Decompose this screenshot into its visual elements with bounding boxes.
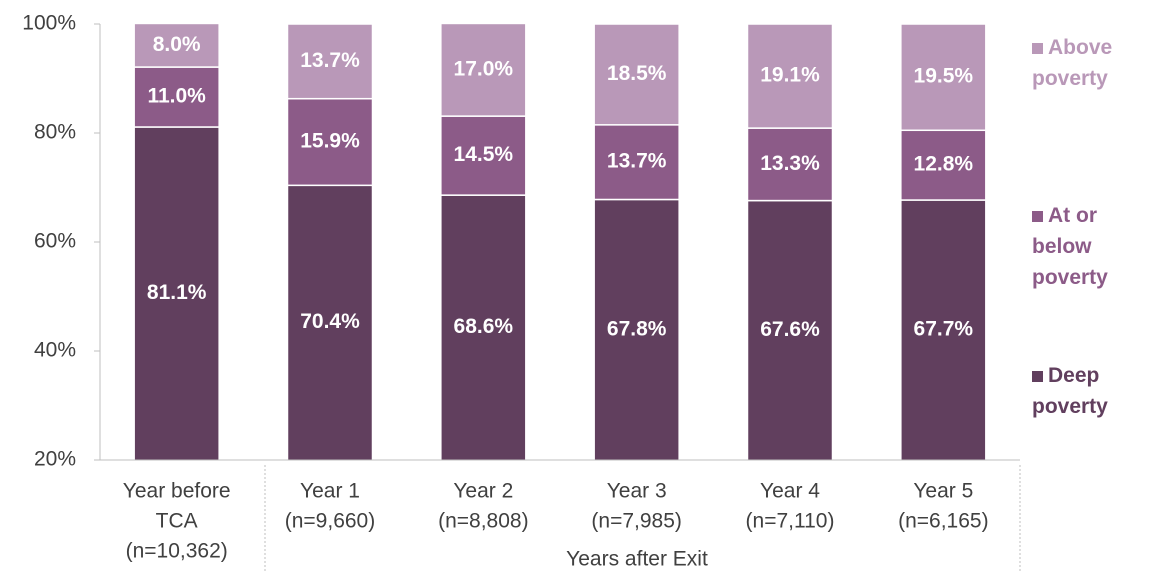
bar-segment	[133, 24, 220, 68]
data-label: 67.6%	[760, 318, 820, 341]
x-tick-label: TCA	[156, 510, 198, 533]
bar-segment	[593, 198, 680, 460]
bar-segment	[746, 127, 834, 202]
x-tick-label: (n=10,362)	[126, 540, 228, 563]
data-label: 67.8%	[607, 317, 667, 340]
data-label: 14.5%	[454, 143, 514, 166]
bar-segment	[900, 199, 987, 460]
x-tick-label: (n=8,808)	[438, 510, 528, 533]
data-label: 13.7%	[300, 49, 360, 72]
legend-item: At or below poverty	[1032, 200, 1142, 293]
group-label: Years after Exit	[566, 548, 708, 571]
data-label: 81.1%	[147, 281, 207, 304]
data-label: 19.5%	[914, 65, 974, 88]
x-tick-label: (n=7,985)	[591, 510, 681, 533]
legend-swatch	[1032, 43, 1043, 54]
bar-segment	[133, 66, 220, 128]
data-label: 19.1%	[760, 64, 820, 87]
data-label: 15.9%	[300, 130, 360, 153]
bar-segment	[286, 184, 374, 460]
bar-segment	[440, 24, 527, 117]
x-tick-label: Year before	[123, 480, 231, 503]
legend-item: Above poverty	[1032, 32, 1142, 94]
legend-label: At or below poverty	[1032, 204, 1108, 289]
bar-segment	[133, 126, 220, 460]
bar-segment	[593, 24, 680, 126]
bar-segment	[440, 115, 527, 196]
bars	[133, 24, 987, 460]
bar-segment	[746, 24, 834, 129]
y-tick-label: 40%	[34, 339, 76, 362]
data-label: 70.4%	[300, 310, 360, 333]
data-label: 67.7%	[914, 318, 974, 341]
x-tick-label: (n=9,660)	[285, 510, 375, 533]
x-tick-label: Year 3	[607, 480, 667, 503]
data-label: 18.5%	[607, 62, 667, 85]
x-tick-label: Year 1	[300, 480, 360, 503]
data-label: 11.0%	[147, 85, 206, 108]
y-tick-label: 20%	[34, 448, 76, 471]
bar-segment	[746, 199, 834, 460]
y-tick-label: 100%	[22, 12, 76, 35]
legend-item: Deep poverty	[1032, 360, 1142, 422]
data-label: 68.6%	[454, 315, 514, 338]
x-tick-label: (n=6,165)	[898, 510, 988, 533]
data-label: 8.0%	[153, 33, 201, 56]
y-tick-label: 60%	[34, 230, 76, 253]
x-tick-label: Year 4	[760, 480, 820, 503]
legend-label: Deep poverty	[1032, 364, 1108, 418]
bar-segment	[900, 24, 987, 132]
data-label: 13.7%	[607, 150, 667, 173]
x-tick-label: Year 2	[453, 480, 513, 503]
bar-segment	[286, 97, 374, 187]
data-label: 12.8%	[914, 153, 974, 176]
legend-swatch	[1032, 211, 1043, 222]
y-tick-label: 80%	[34, 121, 76, 144]
x-tick-label: Year 5	[913, 480, 973, 503]
legend-swatch	[1032, 371, 1043, 382]
data-label: 17.0%	[454, 58, 514, 81]
bar-segment	[900, 129, 987, 201]
data-label: 13.3%	[760, 152, 820, 175]
legend-label: Above poverty	[1032, 36, 1113, 90]
bar-segment	[286, 24, 374, 100]
x-tick-label: (n=7,110)	[746, 510, 835, 533]
